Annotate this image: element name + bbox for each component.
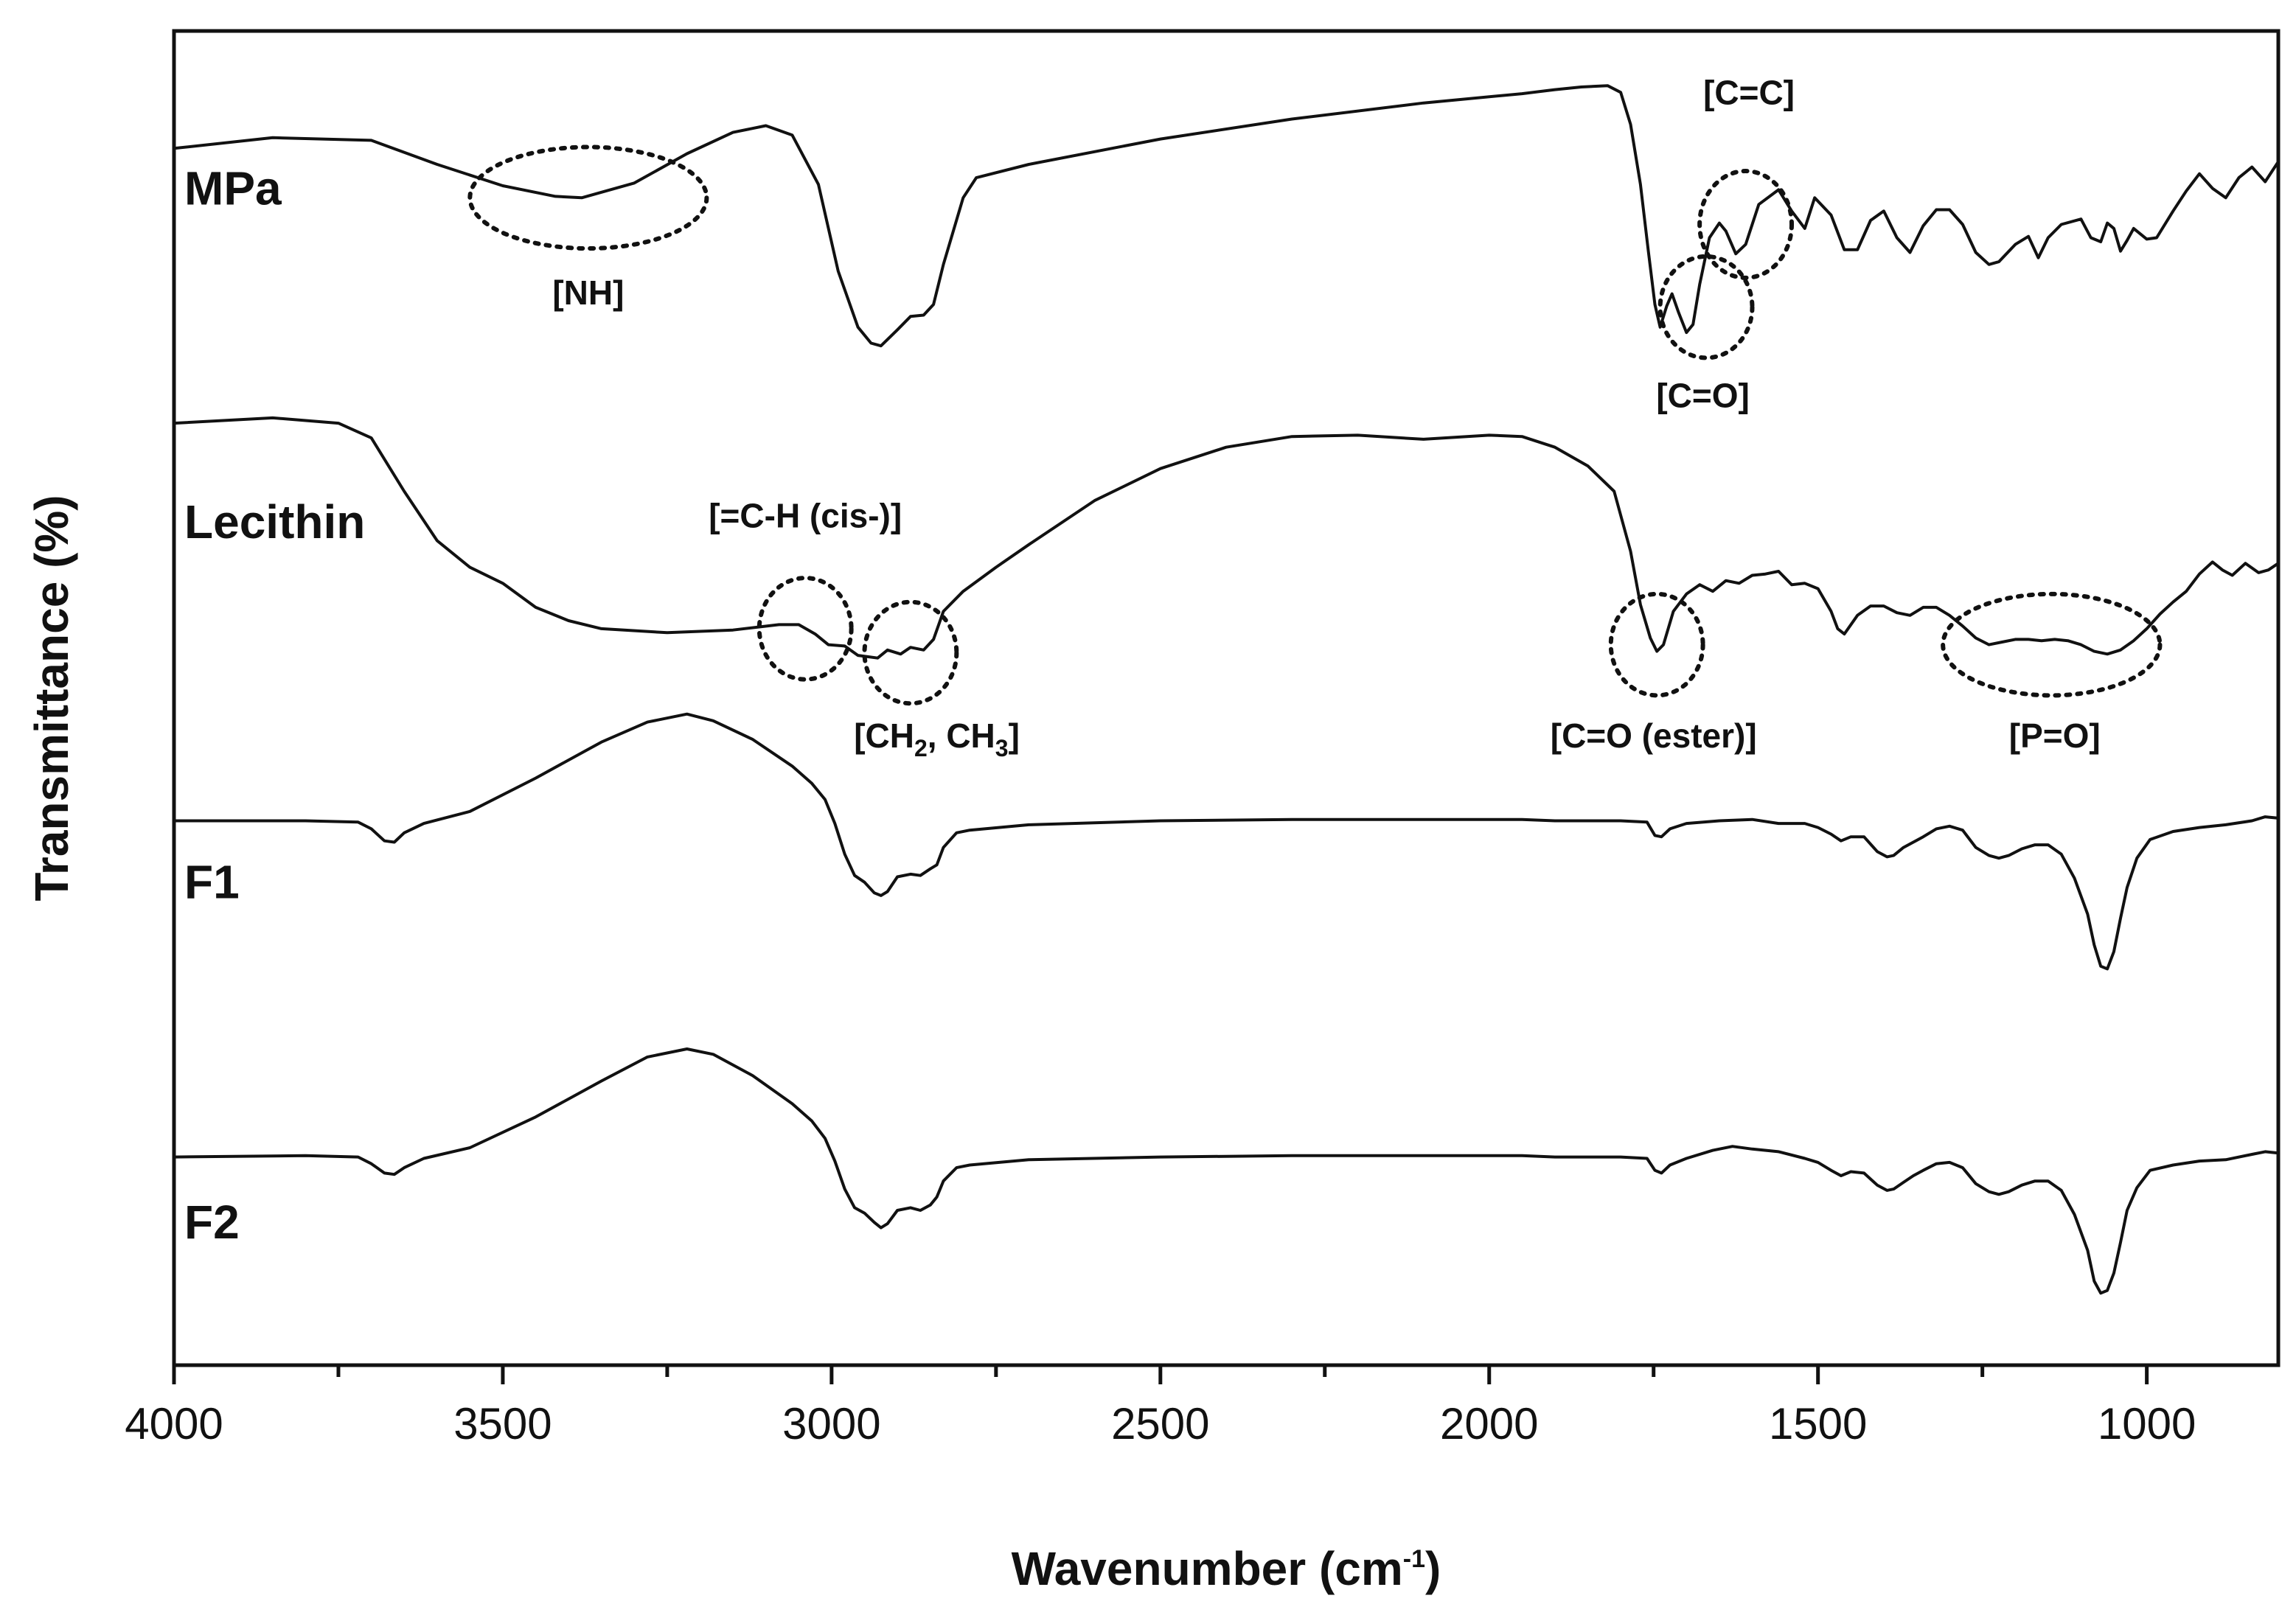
annotation-ellipse-co [1657,254,1755,360]
x-tick-label: 2000 [1440,1399,1538,1448]
series-label-mpa: MPa [184,161,282,215]
x-tick-label: 4000 [125,1399,223,1448]
annotation-label-ester: [C=O (ester)] [1551,716,1757,755]
annotation-ellipse-cis [756,576,854,682]
annotation-label-ch: [CH2, CH3] [854,716,1020,761]
x-axis-title-superscript: -1 [1403,1545,1425,1573]
annotation-ellipse-po [1941,591,2163,698]
spectrum-f2 [173,1047,2279,1295]
annotation-label-cc: [C=C] [1703,74,1795,112]
spectra [173,84,2280,1295]
x-tick-label: 3000 [782,1399,880,1448]
x-tick-label: 2500 [1111,1399,1209,1448]
peak-annotations: [NH] [C=C] [C=O] [=C-H (cis-)] [CH2, CH3] [C=… [467,74,2163,761]
annotation-ellipse-ch [862,599,959,706]
annotation-label-nh: [NH] [552,273,624,312]
x-axis-tick-labels: 4000 3500 3000 2500 2000 1500 1000 [125,1399,2196,1448]
annotation-ellipse-ester [1608,591,1705,698]
plot-frame [172,29,2281,1367]
x-axis-title-main: Wavenumber (cm [1012,1542,1403,1595]
x-tick-label: 3500 [453,1399,552,1448]
annotation-label-co: [C=O] [1656,376,1750,414]
annotation-label-cis: [=C-H (cis-)] [709,496,902,534]
series-labels: MPa Lecithin F1 F2 [184,161,365,1249]
x-tick-label: 1500 [1769,1399,1867,1448]
spectrum-f1 [174,712,2279,971]
series-label-f2: F2 [184,1196,240,1249]
series-label-f1: F1 [184,856,240,909]
x-axis-ticks [172,1365,2149,1384]
y-axis-title: Transmittance (%) [25,495,78,901]
series-label-lecithin: Lecithin [184,495,365,548]
annotation-ellipse-cc [1697,169,1795,280]
annotation-label-po: [P=O] [2009,716,2101,755]
x-axis-title: Wavenumber (cm-1) [1012,1542,1441,1595]
x-tick-label: 1000 [2098,1399,2196,1448]
annotation-ellipse-nh [467,144,709,251]
spectrum-mpa [173,84,2280,348]
x-axis-title-suffix: ) [1425,1542,1441,1595]
spectrum-lecithin [173,416,2280,660]
